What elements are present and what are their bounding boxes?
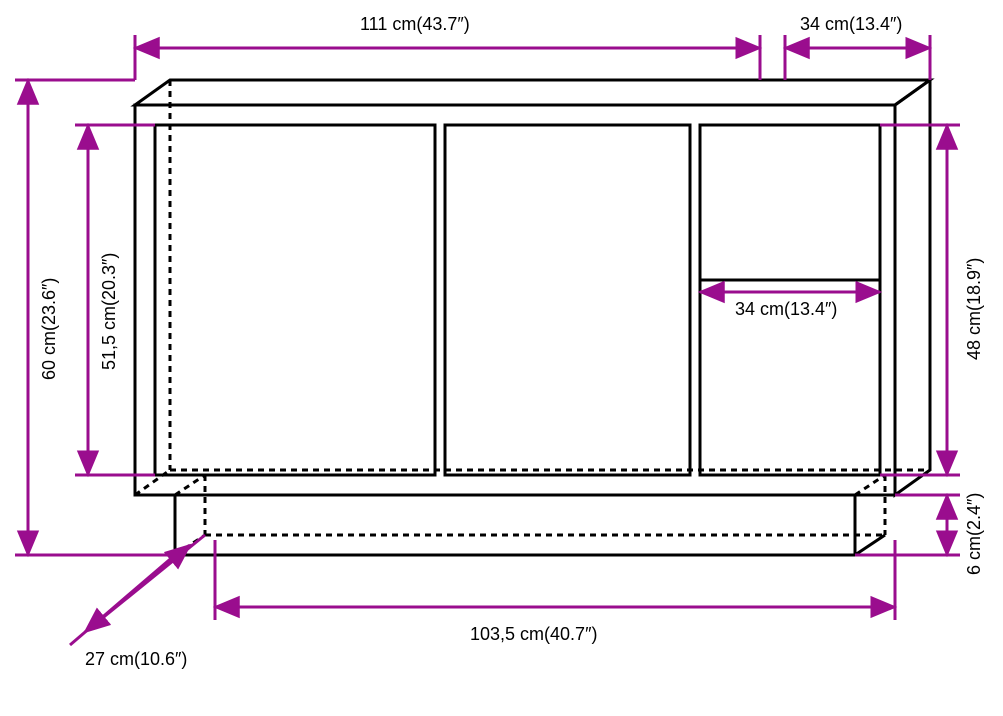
label-base-depth: 27 cm(10.6″)	[85, 649, 187, 669]
label-base-width: 103,5 cm(40.7″)	[470, 624, 597, 644]
technical-drawing: 111 cm(43.7″) 34 cm(13.4″) 34 cm(13.4″) …	[0, 0, 1003, 716]
label-drawer-width: 34 cm(13.4″)	[735, 299, 837, 319]
label-right-panel-height: 48 cm(18.9″)	[964, 258, 984, 360]
label-top-width: 111 cm(43.7″)	[360, 14, 470, 34]
label-left-door-height: 51,5 cm(20.3″)	[99, 253, 119, 370]
label-base-gap: 6 cm(2.4″)	[964, 493, 984, 575]
dimension-labels: 111 cm(43.7″) 34 cm(13.4″) 34 cm(13.4″) …	[39, 14, 984, 669]
label-left-height: 60 cm(23.6″)	[39, 278, 59, 380]
label-top-depth: 34 cm(13.4″)	[800, 14, 902, 34]
